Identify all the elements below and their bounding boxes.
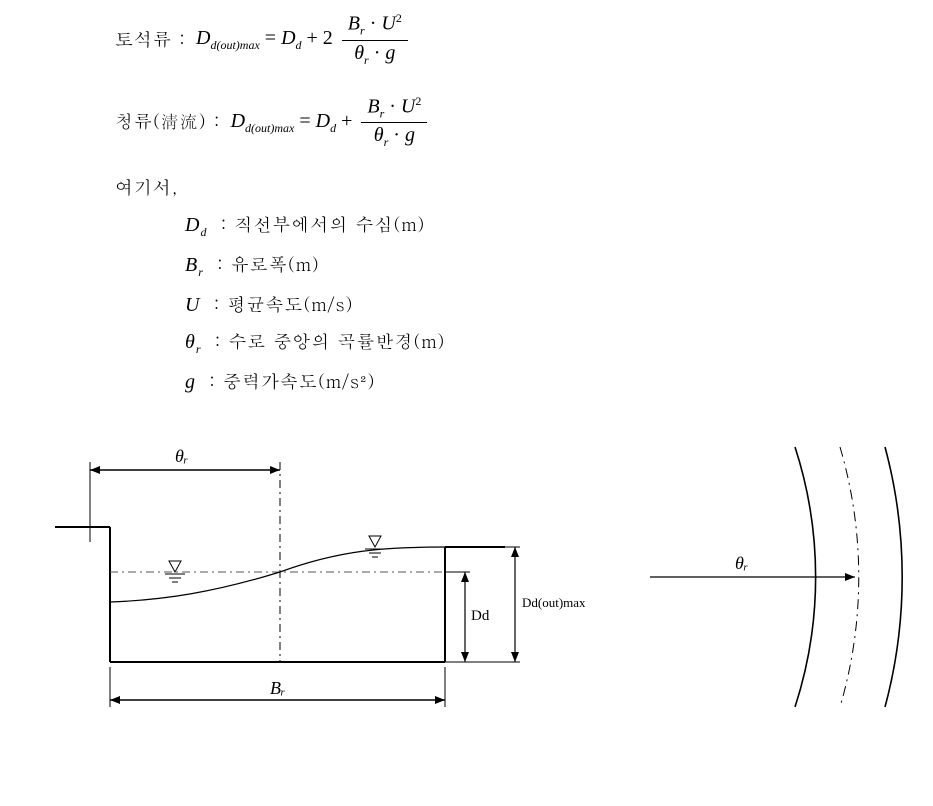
num-U: U bbox=[381, 13, 395, 35]
num-sub-r2: r bbox=[380, 106, 385, 120]
var-D2: D bbox=[231, 110, 245, 132]
sub-d: d bbox=[296, 38, 302, 52]
num-B: B bbox=[348, 13, 360, 35]
def-dd-sym: D bbox=[185, 214, 200, 236]
def-u: U : 평균속도(m/s) bbox=[185, 292, 933, 317]
sub-dout: d(out)max bbox=[210, 38, 259, 52]
def-u-colon: : bbox=[213, 292, 220, 317]
where-label: 여기서, bbox=[115, 175, 933, 200]
equation-clear-label: 청류(淸流) : bbox=[115, 109, 221, 134]
den-theta: θ bbox=[354, 42, 364, 64]
water-mark-right bbox=[365, 536, 385, 557]
coef-2: 2 bbox=[323, 27, 333, 49]
var-Dd2: D bbox=[316, 110, 330, 132]
def-tr: θr : 수로 중앙의 곡률반경(m) bbox=[185, 329, 933, 357]
den-sub-r: r bbox=[364, 53, 369, 67]
equation-debris: 토석류 : Dd(out)max = Dd + 2 Br · U2 θr · g bbox=[115, 10, 933, 69]
var-Dd: D bbox=[281, 27, 295, 49]
theta-r-top-label: θᵣ bbox=[175, 446, 188, 466]
def-g-sym: g bbox=[185, 371, 196, 393]
fraction2: Br · U2 θr · g bbox=[361, 93, 427, 152]
theta-r-plan-label: θᵣ bbox=[735, 553, 748, 573]
equation-clear: 청류(淸流) : Dd(out)max = Dd + Br · U2 θr · … bbox=[115, 93, 933, 152]
dmax-label: Dd(out)max bbox=[522, 595, 586, 610]
plus: + bbox=[307, 27, 318, 49]
var-D: D bbox=[196, 27, 210, 49]
sub-dout2: d(out)max bbox=[245, 121, 294, 135]
def-g: g : 중력가속도(m/s²) bbox=[185, 369, 933, 394]
num-B2: B bbox=[367, 95, 379, 117]
equation-debris-label: 토석류 : bbox=[115, 27, 186, 52]
def-br-colon: : bbox=[217, 252, 224, 277]
def-dd: Dd : 직선부에서의 수심(m) bbox=[185, 212, 933, 240]
def-dd-text: 직선부에서의 수심(m) bbox=[234, 212, 425, 237]
sup-2b: 2 bbox=[415, 94, 421, 108]
br-label: Bᵣ bbox=[270, 678, 285, 698]
figures: θᵣ bbox=[45, 422, 915, 742]
definitions: Dd : 직선부에서의 수심(m) Br : 유로폭(m) U : 평균속도(m… bbox=[185, 212, 933, 394]
den-g: g bbox=[385, 42, 395, 64]
def-br: Br : 유로폭(m) bbox=[185, 252, 933, 280]
def-tr-sub: r bbox=[196, 342, 202, 356]
cross-section-diagram: θᵣ bbox=[55, 446, 586, 707]
num-U2: U bbox=[401, 95, 415, 117]
def-br-text: 유로폭(m) bbox=[231, 252, 320, 277]
fraction: Br · U2 θr · g bbox=[342, 10, 408, 69]
plus2: + bbox=[341, 110, 352, 132]
def-br-sym: B bbox=[185, 254, 198, 276]
plan-view-diagram: θᵣ bbox=[650, 447, 902, 707]
def-tr-sym: θ bbox=[185, 331, 196, 353]
den-theta2: θ bbox=[374, 124, 384, 146]
def-br-sub: r bbox=[198, 265, 204, 279]
def-tr-text: 수로 중앙의 곡률반경(m) bbox=[229, 329, 446, 354]
den-sub-r2: r bbox=[384, 135, 389, 149]
def-u-text: 평균속도(m/s) bbox=[227, 292, 353, 317]
def-dd-colon: : bbox=[220, 212, 227, 237]
def-dd-sub: d bbox=[200, 225, 207, 239]
equation-debris-math: Dd(out)max = Dd + 2 Br · U2 θr · g bbox=[196, 10, 412, 69]
dd-label: Dd bbox=[471, 608, 490, 624]
eq-equals2: = bbox=[299, 110, 315, 132]
def-g-text: 중력가속도(m/s²) bbox=[223, 369, 375, 394]
den-g2: g bbox=[405, 124, 415, 146]
def-u-sym: U bbox=[185, 294, 200, 316]
def-tr-colon: : bbox=[215, 329, 222, 354]
eq-equals: = bbox=[265, 27, 281, 49]
equation-clear-math: Dd(out)max = Dd + Br · U2 θr · g bbox=[231, 93, 432, 152]
num-sub-r: r bbox=[360, 24, 365, 38]
sub-d2: d bbox=[330, 121, 336, 135]
dot: · bbox=[370, 13, 377, 35]
def-g-colon: : bbox=[209, 369, 216, 394]
dot2: · bbox=[374, 42, 381, 64]
dotb: · bbox=[389, 95, 396, 117]
sup-2: 2 bbox=[396, 11, 402, 25]
dotc: · bbox=[393, 124, 400, 146]
